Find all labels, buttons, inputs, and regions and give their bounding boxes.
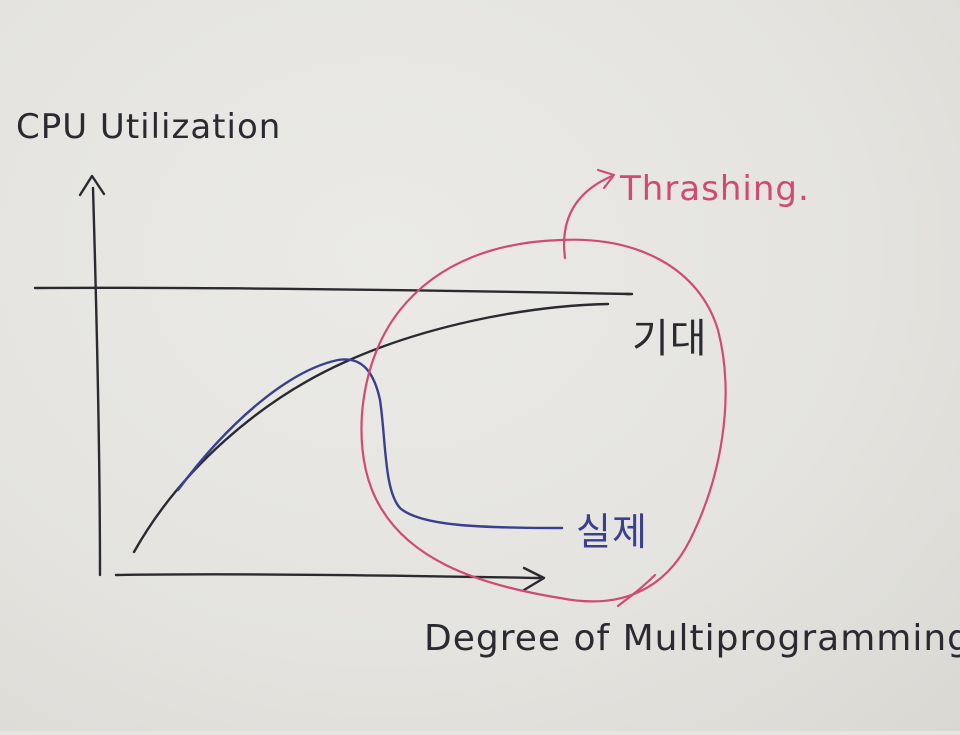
thrashing-circle [360,238,727,603]
x-axis-label: Degree of Multiprogramming. [424,618,960,659]
expected-curve [132,302,610,554]
actual-curve-label: 실제 [576,510,648,554]
thrashing-pointer-arrow [563,174,614,260]
y-axis-label: CPU Utilization [16,107,281,147]
expected-curve-label: 기대 [632,316,708,362]
thrashing-pointer-arrowhead [596,168,616,190]
y-axis-line [91,186,102,577]
thrashing-label: Thrashing. [619,169,810,209]
x-axis-line [114,573,542,580]
actual-curve [176,358,564,530]
max-utilization-line [33,286,632,296]
thrashing-circle-tail [616,573,657,608]
y-axis-arrowhead [78,174,106,197]
x-axis-arrowhead [522,566,546,592]
